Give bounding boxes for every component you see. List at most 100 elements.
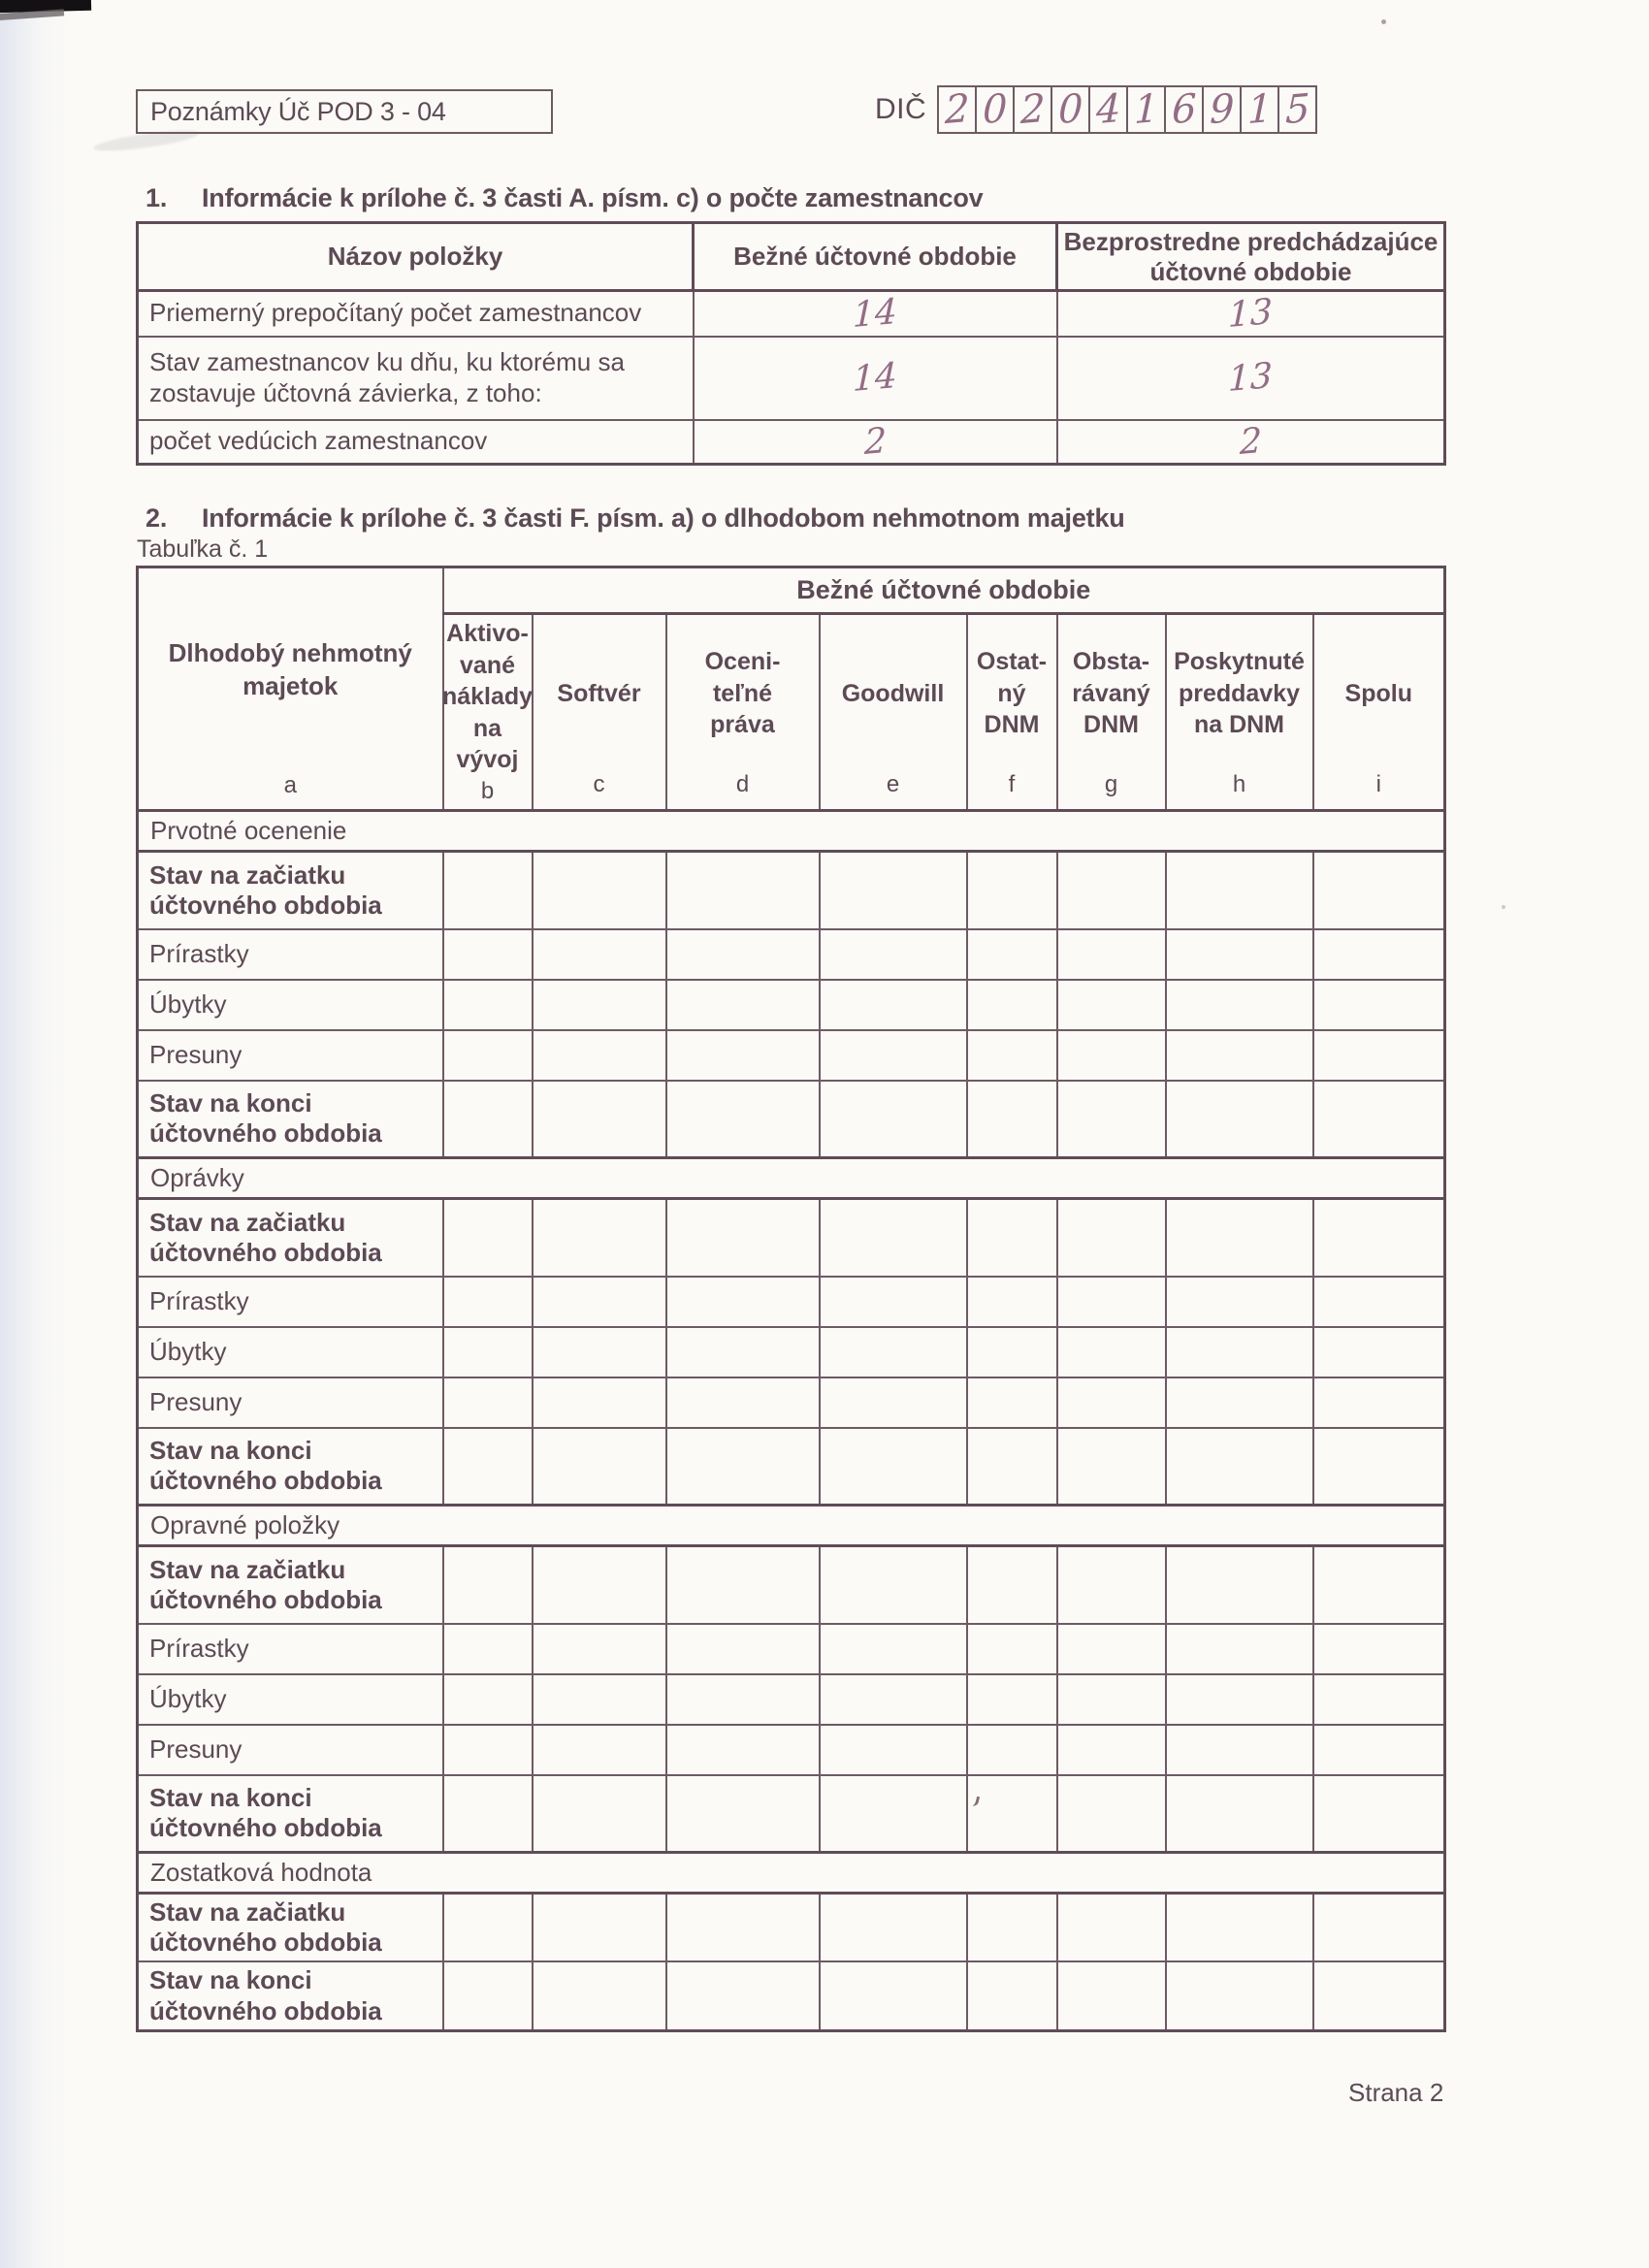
- column-header-cell: Softvér c: [531, 612, 667, 812]
- column-header-cell: Poskytnuté preddavky na DNM h: [1164, 612, 1314, 812]
- empty-value-cell: [441, 1028, 534, 1082]
- column-header-row: Aktivo- vané náklady na vývoj b Softvér c …: [138, 612, 1446, 812]
- empty-value-cell: [818, 1544, 968, 1625]
- empty-value-cell: [441, 1773, 534, 1854]
- empty-value-cell: [531, 1672, 667, 1726]
- column-header-label: Softvér: [557, 679, 641, 707]
- empty-value-cell: [818, 1275, 968, 1328]
- empty-value-cell: [531, 1376, 667, 1429]
- column-letter: i: [1375, 771, 1381, 798]
- empty-value-cell: [664, 1960, 821, 2032]
- empty-value-cell: [441, 1723, 534, 1776]
- col-header-current-period: Bežné účtovné obdobie: [692, 221, 1058, 292]
- empty-value-cell: [531, 1275, 667, 1328]
- empty-value-cell: [1311, 1376, 1446, 1429]
- handwritten-value: 2: [863, 420, 887, 463]
- empty-value-cell: [441, 1622, 534, 1675]
- data-row: Stav na konci účtovného obdobia: [136, 1079, 1446, 1159]
- column-header-cell: Oceni- teľné práva d: [664, 612, 821, 812]
- empty-value-cell: [1311, 1622, 1446, 1675]
- row-label: Stav na začiatku účtovného obdobia: [136, 1892, 444, 1963]
- empty-value-cell: [818, 1426, 968, 1507]
- data-row: Úbytky: [136, 1325, 1446, 1378]
- empty-value-cell: [818, 927, 968, 981]
- empty-value-cell: [664, 978, 821, 1031]
- table-caption: Tabuľka č. 1: [137, 535, 269, 563]
- column-letter: c: [593, 771, 605, 798]
- empty-value-cell: [664, 1197, 821, 1278]
- row-label: Úbytky: [136, 1672, 444, 1726]
- row-label: Prírastky: [136, 927, 444, 981]
- data-row: Prírastky: [136, 1622, 1446, 1675]
- section-title-row: Zostatková hodnota: [136, 1851, 1446, 1895]
- column-header-label: Goodwill: [841, 679, 945, 707]
- ink-speck: [1381, 19, 1386, 24]
- handwritten-value: 13: [1228, 291, 1274, 336]
- tax-id-digit-cell: 6: [1166, 85, 1205, 134]
- empty-value-cell: [1164, 927, 1314, 981]
- data-row: Presuny: [136, 1723, 1446, 1776]
- empty-value-cell: [818, 850, 968, 930]
- empty-value-cell: [965, 1672, 1058, 1726]
- tax-id-digit-cell: 1: [1242, 86, 1280, 133]
- handwritten-digit: 2: [1019, 85, 1046, 134]
- empty-value-cell: [664, 1079, 821, 1159]
- handwritten-digit: 4: [1095, 85, 1121, 134]
- empty-value-cell: [1311, 978, 1446, 1031]
- empty-value-cell: [441, 978, 534, 1031]
- empty-value-cell: [664, 1622, 821, 1675]
- column-letter: f: [1008, 771, 1016, 798]
- column-letter: g: [1104, 771, 1118, 798]
- row-label: Stav na začiatku účtovného obdobia: [136, 1197, 444, 1278]
- data-row: Stav na konci účtovného obdobia: [136, 1960, 1446, 2032]
- form-code-box: Poznámky Úč POD 3 - 04: [136, 89, 553, 134]
- empty-value-cell: [531, 927, 667, 981]
- empty-value-cell: [531, 1723, 667, 1776]
- empty-value-cell: [1164, 1723, 1314, 1776]
- empty-value-cell: [965, 1376, 1058, 1429]
- empty-value-cell: [531, 1325, 667, 1378]
- data-row: Prírastky: [136, 927, 1446, 981]
- empty-value-cell: [1055, 1426, 1167, 1507]
- empty-value-cell: [441, 1325, 534, 1378]
- empty-value-cell: [664, 1773, 821, 1854]
- row-label: Stav na konci účtovného obdobia: [136, 1773, 444, 1854]
- empty-value-cell: [531, 1773, 667, 1854]
- column-header-cell: Aktivo- vané náklady na vývoj b: [441, 612, 534, 812]
- empty-value-cell: [664, 850, 821, 930]
- empty-value-cell: [1055, 1275, 1167, 1328]
- empty-value-cell: [1311, 927, 1446, 981]
- empty-value-cell: [1055, 1672, 1167, 1726]
- empty-value-cell: [965, 1892, 1058, 1963]
- section-title: Prvotné ocenenie: [136, 809, 1446, 853]
- empty-value-cell: [965, 978, 1058, 1031]
- empty-value-cell: [965, 1028, 1058, 1082]
- empty-value-cell: [1311, 1544, 1446, 1625]
- empty-value-cell: [441, 1079, 534, 1159]
- empty-value-cell: [664, 1892, 821, 1963]
- empty-value-cell: [531, 1544, 667, 1625]
- empty-value-cell: [1311, 1960, 1446, 2032]
- section1-title: Informácie k prílohe č. 3 časti A. písm.…: [202, 183, 984, 212]
- column-header-cell: Spolu i: [1311, 612, 1446, 812]
- empty-value-cell: [1055, 1892, 1167, 1963]
- section-title: Oprávky: [136, 1156, 1446, 1200]
- empty-value-cell: [818, 1672, 968, 1726]
- empty-value-cell: [818, 1723, 968, 1776]
- empty-value-cell: [1164, 1892, 1314, 1963]
- handwritten-digit: 6: [1171, 85, 1197, 134]
- col-header-item-name: Názov položky: [136, 221, 695, 292]
- empty-value-cell: [441, 1197, 534, 1278]
- current-value-cell: 2: [692, 418, 1058, 466]
- period-header-row: Dlhodobý nehmotný majetok a Bežné účtovn…: [136, 566, 1446, 812]
- empty-value-cell: [441, 1892, 534, 1963]
- column-header-label: Ostat- ný DNM: [976, 648, 1048, 739]
- tax-id-digit-cell: 4: [1090, 85, 1129, 134]
- previous-value-cell: 13: [1055, 335, 1446, 421]
- empty-value-cell: [965, 850, 1058, 930]
- table-row: počet vedúcich zamestnancov 2 2: [136, 418, 1446, 466]
- empty-value-cell: [1311, 1892, 1446, 1963]
- empty-value-cell: [1311, 1079, 1446, 1159]
- empty-value-cell: [664, 1325, 821, 1378]
